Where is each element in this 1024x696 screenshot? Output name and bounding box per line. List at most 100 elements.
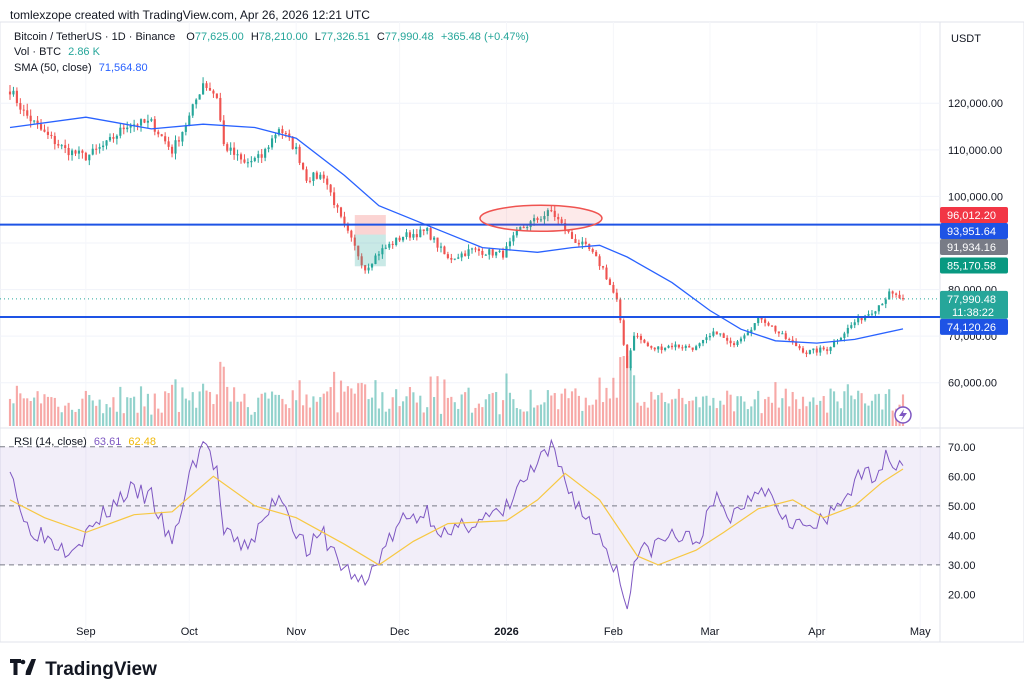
candle-body xyxy=(312,172,315,181)
volume-bar xyxy=(832,391,836,426)
candle-body xyxy=(591,248,594,252)
candle-body xyxy=(819,347,822,353)
candle-body xyxy=(815,348,818,353)
volume-bar xyxy=(333,371,336,426)
price-tag xyxy=(940,290,1008,319)
highlight-ellipse xyxy=(479,204,603,233)
candle-body xyxy=(798,346,801,349)
volume-bar xyxy=(736,396,739,426)
volume-bar xyxy=(202,383,205,426)
candle-body xyxy=(67,147,70,156)
candle-body xyxy=(498,250,501,252)
volume-bar xyxy=(81,398,84,426)
volume-bar xyxy=(774,382,777,426)
candle-body xyxy=(139,119,143,126)
volume-bar xyxy=(222,366,225,426)
volume-bar xyxy=(791,391,794,426)
volume-bar xyxy=(860,393,863,426)
profit-zone-box xyxy=(354,234,386,267)
candle-body xyxy=(277,129,280,135)
candle-body xyxy=(546,210,549,217)
volume-bar xyxy=(174,379,177,426)
candle-body xyxy=(350,230,353,238)
candle-body xyxy=(415,234,418,238)
candle-body xyxy=(457,257,460,259)
volume-bar xyxy=(464,392,467,426)
volume-bar xyxy=(784,388,787,426)
volume-bar xyxy=(467,387,470,426)
volume-bar xyxy=(515,408,518,426)
candle-body xyxy=(377,254,380,256)
candle-body xyxy=(726,337,729,341)
candle-body xyxy=(367,267,370,271)
candle-body xyxy=(688,345,691,348)
volume-bar xyxy=(450,396,453,426)
candle-body xyxy=(722,333,725,338)
candle-body xyxy=(895,293,898,295)
volume-bar xyxy=(50,397,53,426)
candle-body xyxy=(370,264,374,268)
currency-label[interactable]: USDT xyxy=(951,33,981,45)
volume-bar xyxy=(422,412,425,426)
candle-body xyxy=(901,298,905,300)
volume-bar xyxy=(19,393,22,426)
candle-body xyxy=(164,136,167,142)
candle-body xyxy=(157,131,160,135)
price-tag-text: 74,120.26 xyxy=(947,322,996,334)
candle-body xyxy=(295,146,298,149)
candle-body xyxy=(77,150,81,154)
tradingview-logo-icon xyxy=(10,658,40,682)
candle-body xyxy=(681,347,684,349)
rsi-tick-label: 60.00 xyxy=(948,471,976,483)
volume-bar xyxy=(367,399,370,426)
candle-body xyxy=(443,246,446,255)
candle-body xyxy=(764,319,767,323)
candle-body xyxy=(450,257,453,260)
candle-body xyxy=(767,322,770,326)
volume-bar xyxy=(312,396,315,426)
volume-bar xyxy=(822,396,825,426)
candle-body xyxy=(174,140,177,154)
candle-body xyxy=(91,148,94,155)
candle-body xyxy=(215,93,218,98)
candle-body xyxy=(708,335,711,338)
volume-bar xyxy=(470,412,474,426)
volume-bar xyxy=(226,386,229,426)
volume-bar xyxy=(701,396,705,426)
candle-body xyxy=(512,235,515,242)
price-tag-text: 85,170.58 xyxy=(947,260,996,272)
volume-bar xyxy=(526,411,529,426)
volume-bar xyxy=(170,384,174,426)
volume-bar xyxy=(477,403,480,426)
candle-body xyxy=(353,237,356,246)
candle-body xyxy=(736,341,739,346)
candle-body xyxy=(267,147,270,150)
candle-body xyxy=(550,210,553,212)
candle-body xyxy=(264,149,267,158)
volume-bar xyxy=(753,399,756,426)
volume-bar xyxy=(801,396,805,426)
price-tag xyxy=(940,206,1008,223)
volume-bar xyxy=(715,408,718,426)
candle-body xyxy=(419,229,422,238)
candle-body xyxy=(805,352,808,354)
candle-body xyxy=(184,125,187,132)
volume-bar xyxy=(267,398,270,426)
volume-bar xyxy=(143,406,146,426)
volume-bar xyxy=(233,387,236,426)
volume-bar xyxy=(877,393,880,426)
candle-body xyxy=(467,249,470,256)
volume-bar xyxy=(243,393,246,426)
volume-bar xyxy=(653,399,656,426)
volume-bar xyxy=(43,394,46,426)
volume-bar xyxy=(336,412,339,426)
candle-body xyxy=(343,216,346,224)
volume-bar xyxy=(519,409,522,426)
volume-bar xyxy=(732,411,736,426)
candle-body xyxy=(495,251,498,256)
volume-bar xyxy=(622,356,625,426)
price-tag xyxy=(940,257,1008,274)
candle-body xyxy=(757,317,760,324)
candle-body xyxy=(384,247,387,249)
